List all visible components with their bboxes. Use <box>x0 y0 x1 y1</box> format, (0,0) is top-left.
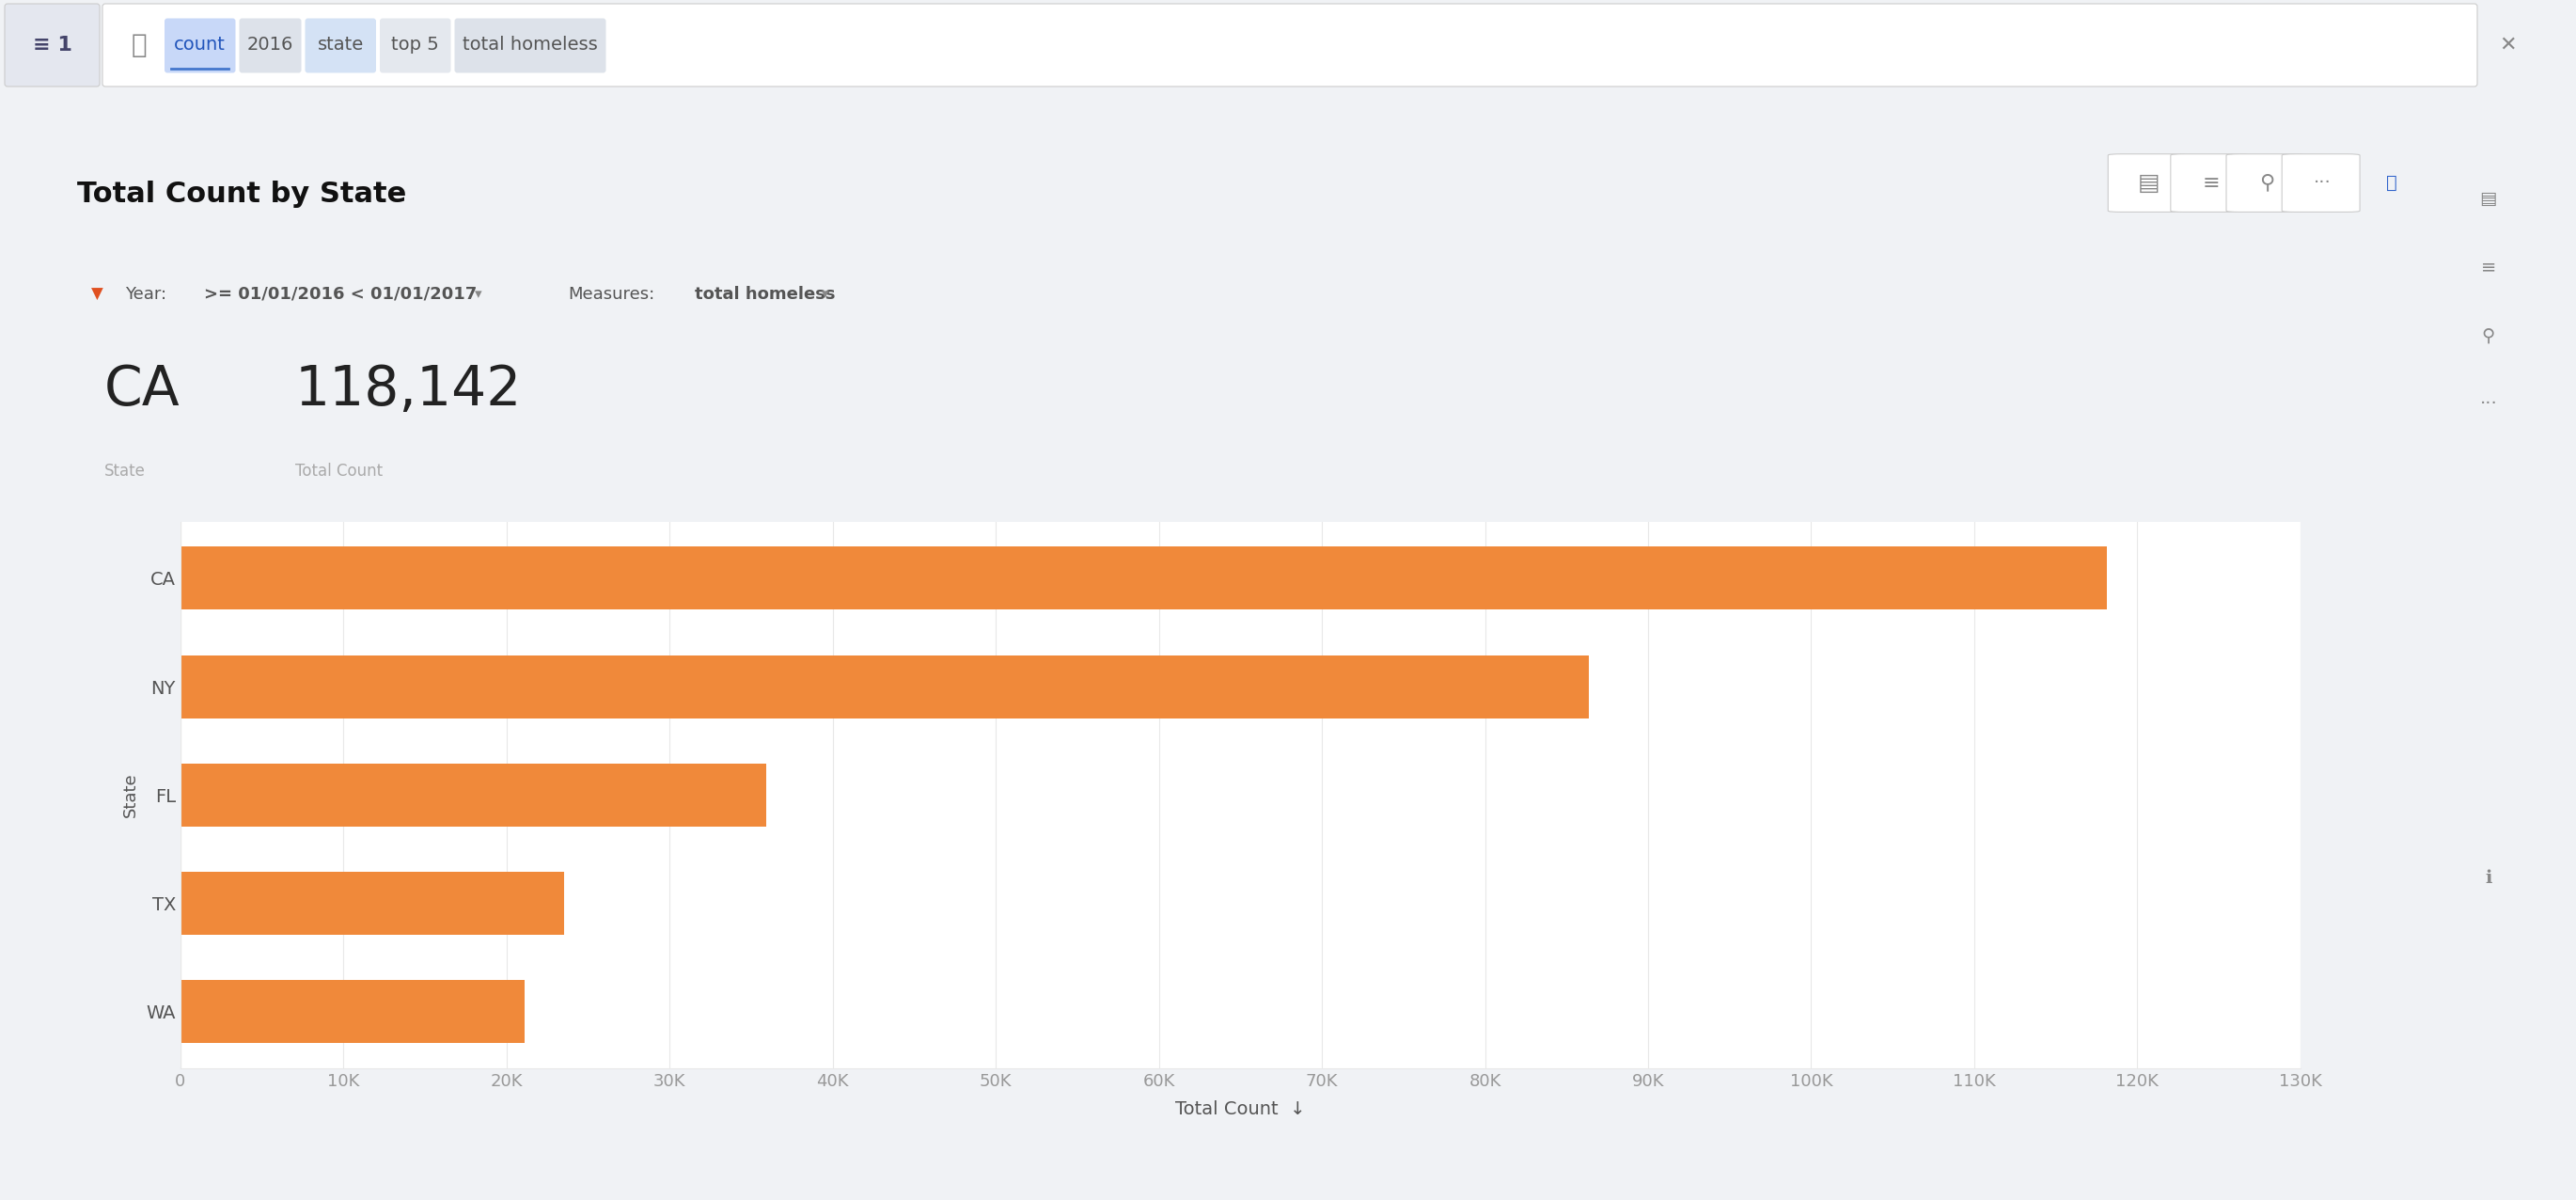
Bar <box>180 872 564 935</box>
FancyBboxPatch shape <box>304 18 376 73</box>
Text: ···: ··· <box>2481 395 2496 413</box>
Text: 2016: 2016 <box>247 36 294 54</box>
Text: ⌕: ⌕ <box>131 32 147 59</box>
Text: State: State <box>106 462 147 480</box>
Text: 📊: 📊 <box>2385 174 2398 192</box>
FancyBboxPatch shape <box>453 18 605 73</box>
Text: ▾: ▾ <box>822 287 829 301</box>
Text: Year:: Year: <box>124 286 165 302</box>
Text: count: count <box>175 36 227 54</box>
Text: 118,142: 118,142 <box>294 364 523 416</box>
FancyBboxPatch shape <box>2282 154 2360 212</box>
FancyBboxPatch shape <box>5 4 100 86</box>
Text: top 5: top 5 <box>392 36 438 54</box>
Bar <box>180 547 2107 610</box>
Bar <box>180 655 1589 718</box>
Text: ≡: ≡ <box>2202 174 2221 192</box>
Text: ≡: ≡ <box>2481 258 2496 276</box>
FancyBboxPatch shape <box>2226 154 2303 212</box>
Text: CA: CA <box>106 364 180 416</box>
Text: ⚲: ⚲ <box>2259 174 2275 192</box>
Text: ▤: ▤ <box>2481 190 2496 208</box>
Text: Total Count by State: Total Count by State <box>77 181 407 208</box>
FancyBboxPatch shape <box>165 18 234 73</box>
FancyBboxPatch shape <box>2172 154 2249 212</box>
X-axis label: Total Count  ↓: Total Count ↓ <box>1175 1100 1306 1118</box>
Text: ⚲: ⚲ <box>2481 326 2496 344</box>
Text: >= 01/01/2016 < 01/01/2017: >= 01/01/2016 < 01/01/2017 <box>204 286 477 302</box>
Text: ≡ 1: ≡ 1 <box>33 36 72 54</box>
FancyBboxPatch shape <box>2107 154 2187 212</box>
Text: state: state <box>317 36 363 54</box>
Text: ▼: ▼ <box>90 286 103 302</box>
Text: ▾: ▾ <box>474 287 482 301</box>
Bar <box>180 980 526 1043</box>
Text: ✕: ✕ <box>2499 36 2517 54</box>
FancyBboxPatch shape <box>379 18 451 73</box>
Text: total homeless: total homeless <box>464 36 598 54</box>
Y-axis label: State: State <box>121 773 139 817</box>
Bar <box>180 763 765 827</box>
FancyBboxPatch shape <box>240 18 301 73</box>
Text: ···: ··· <box>2313 174 2331 192</box>
FancyBboxPatch shape <box>103 4 2478 86</box>
Text: Measures:: Measures: <box>567 286 654 302</box>
Text: total homeless: total homeless <box>696 286 835 302</box>
Text: ℹ: ℹ <box>2486 869 2491 887</box>
Text: ▤: ▤ <box>2138 172 2159 194</box>
Text: Total Count: Total Count <box>294 462 381 480</box>
